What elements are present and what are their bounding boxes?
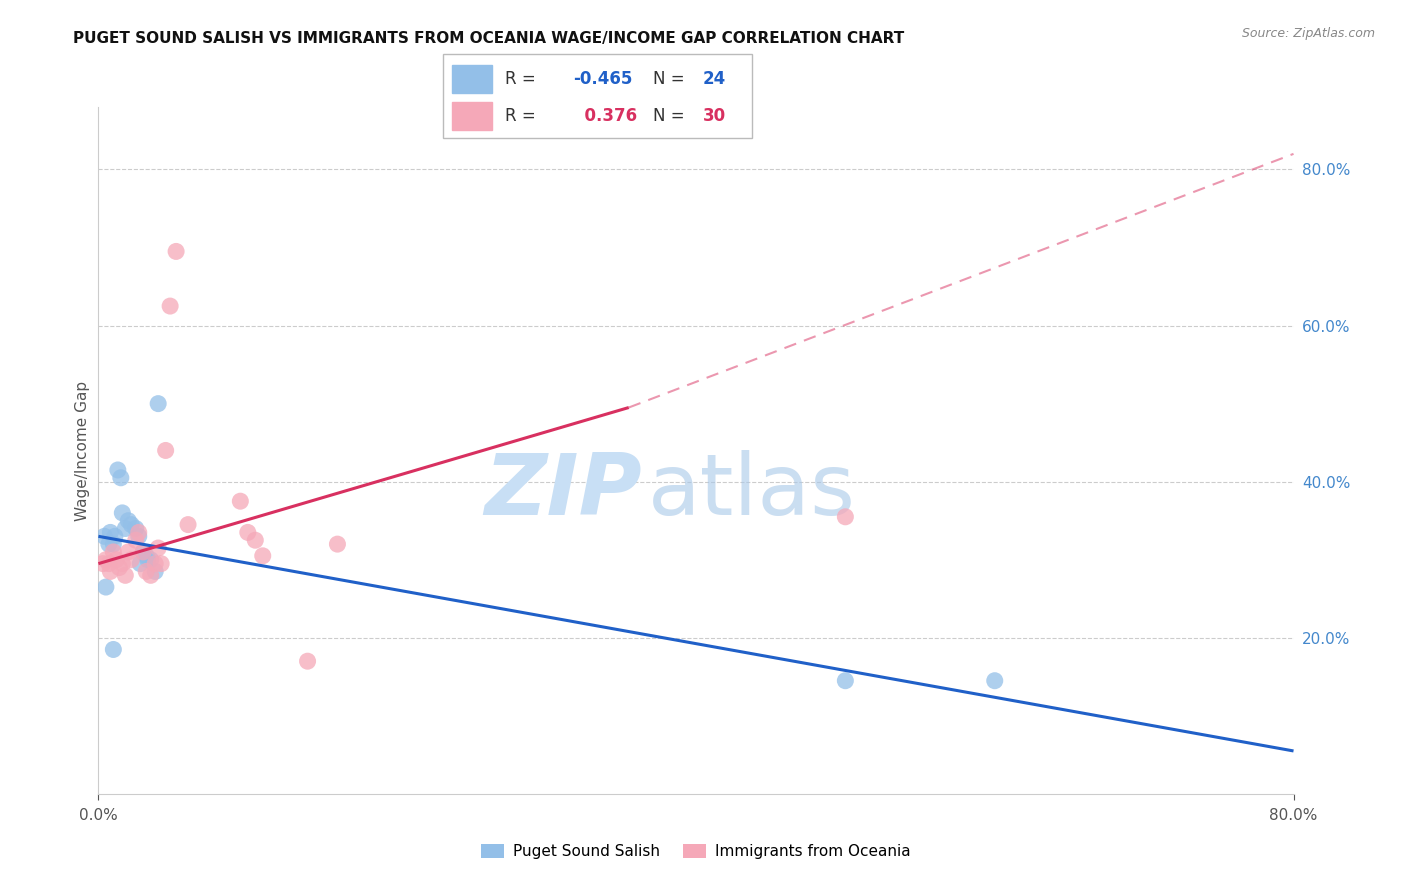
Point <box>236 525 259 540</box>
Point <box>114 568 136 582</box>
Point <box>111 506 134 520</box>
Legend: Puget Sound Salish, Immigrants from Oceania: Puget Sound Salish, Immigrants from Ocea… <box>475 838 917 865</box>
Point <box>159 299 181 313</box>
Bar <box>453 64 492 93</box>
Point <box>107 463 129 477</box>
Point <box>132 545 155 559</box>
Point <box>139 568 162 582</box>
Text: 24: 24 <box>703 70 725 87</box>
Point <box>128 525 150 540</box>
Point <box>93 529 115 543</box>
Point <box>103 642 125 657</box>
Point <box>94 580 117 594</box>
Text: R =: R = <box>505 107 536 125</box>
Point <box>143 565 166 579</box>
Point <box>135 565 157 579</box>
Point <box>177 517 200 532</box>
Point <box>97 537 120 551</box>
Point <box>98 565 122 579</box>
Point <box>834 509 856 524</box>
Point <box>984 673 1007 688</box>
Point <box>103 537 125 551</box>
Point <box>155 443 177 458</box>
Point <box>110 471 132 485</box>
Text: PUGET SOUND SALISH VS IMMIGRANTS FROM OCEANIA WAGE/INCOME GAP CORRELATION CHART: PUGET SOUND SALISH VS IMMIGRANTS FROM OC… <box>73 31 904 46</box>
Point <box>165 244 187 259</box>
Point <box>120 517 142 532</box>
Text: atlas: atlas <box>648 450 856 533</box>
Point <box>125 521 148 535</box>
Text: R =: R = <box>505 70 536 87</box>
Point <box>245 533 267 548</box>
Y-axis label: Wage/Income Gap: Wage/Income Gap <box>75 380 90 521</box>
Point <box>103 545 125 559</box>
Point <box>128 529 150 543</box>
Point <box>136 552 159 567</box>
Text: N =: N = <box>654 107 685 125</box>
Point <box>94 552 117 567</box>
Point <box>117 545 139 559</box>
Point <box>129 557 152 571</box>
Point <box>148 396 170 410</box>
Point <box>229 494 252 508</box>
Point <box>297 654 319 668</box>
Point <box>97 557 120 571</box>
Point <box>105 552 128 567</box>
Point <box>132 545 155 559</box>
Point <box>326 537 349 551</box>
Point <box>150 557 173 571</box>
Point <box>111 557 134 571</box>
Point <box>125 533 148 548</box>
Point <box>252 549 274 563</box>
Text: 30: 30 <box>703 107 725 125</box>
Point <box>148 541 170 555</box>
Text: -0.465: -0.465 <box>572 70 633 87</box>
Text: 0.376: 0.376 <box>572 107 637 125</box>
Bar <box>453 102 492 130</box>
Point <box>104 529 127 543</box>
Point <box>114 521 136 535</box>
Text: ZIP: ZIP <box>485 450 643 533</box>
Point <box>143 557 166 571</box>
Point <box>834 673 856 688</box>
Point <box>98 525 122 540</box>
Point <box>120 552 142 567</box>
Point <box>91 557 114 571</box>
Point <box>135 549 157 563</box>
Text: N =: N = <box>654 70 685 87</box>
Point <box>108 560 131 574</box>
Text: Source: ZipAtlas.com: Source: ZipAtlas.com <box>1241 27 1375 40</box>
Point <box>117 514 139 528</box>
Point <box>139 552 162 567</box>
